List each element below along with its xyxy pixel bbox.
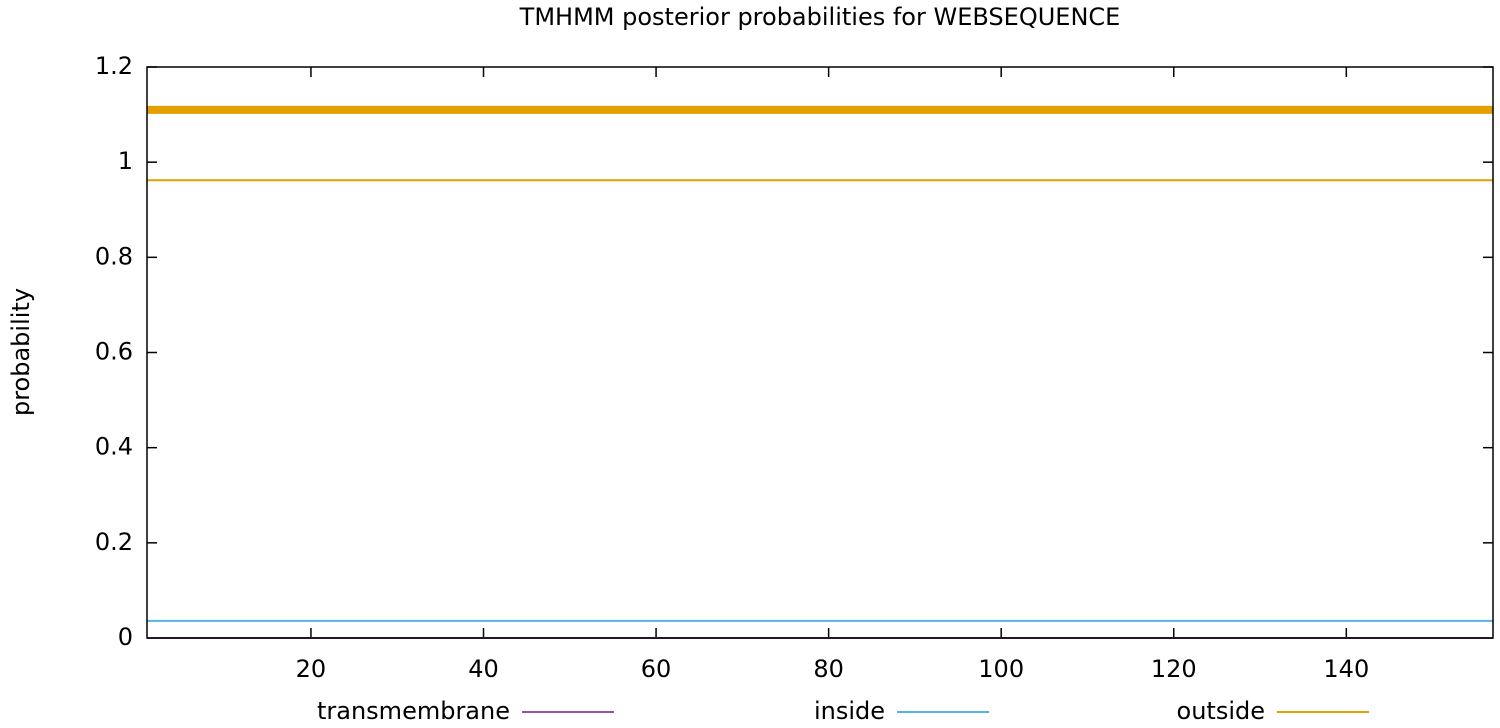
y-tick-label: 1.2 (95, 52, 133, 80)
y-tick-label: 0.2 (95, 528, 133, 556)
y-tick-label: 0.6 (95, 338, 133, 366)
y-axis-label: probability (7, 288, 35, 416)
legend-label: transmembrane (317, 697, 510, 725)
y-tick-label: 0 (118, 623, 133, 651)
y-tick-label: 1 (118, 147, 133, 175)
chart-title: TMHMM posterior probabilities for WEBSEQ… (519, 3, 1121, 31)
legend-label: outside (1177, 697, 1265, 725)
x-tick-label: 80 (813, 655, 844, 683)
x-tick-label: 40 (468, 655, 499, 683)
x-tick-label: 20 (296, 655, 327, 683)
legend-label: inside (814, 697, 885, 725)
x-tick-label: 120 (1151, 655, 1197, 683)
y-tick-label: 0.8 (95, 242, 133, 270)
y-tick-label: 0.4 (95, 433, 133, 461)
x-tick-label: 140 (1323, 655, 1369, 683)
x-tick-label: 100 (978, 655, 1024, 683)
plot-frame (146, 66, 1494, 639)
x-tick-label: 60 (641, 655, 672, 683)
